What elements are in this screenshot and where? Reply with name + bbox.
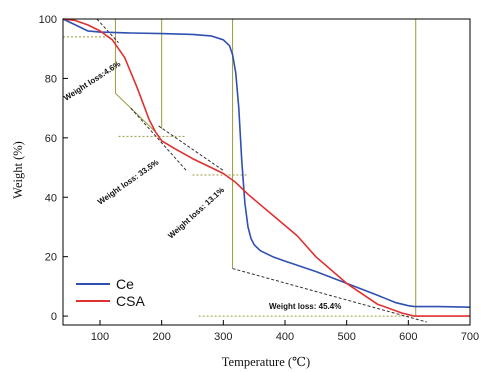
guide-lines: [63, 18, 427, 323]
annotation-13-1: Weight loss: 13.1%: [166, 185, 226, 240]
ticks-layer: 100 200 300 400 500 600 700 0 20 40 60 80 100: [39, 14, 480, 343]
x-axis-title: Temperature (℃): [222, 355, 310, 369]
annotation-4-6: Weight loss:4.6%: [62, 59, 122, 102]
x-tick-label-300: 300: [214, 331, 232, 343]
annotation-33-5: Weight loss: 33.5%: [96, 158, 160, 207]
x-tick-label-200: 200: [152, 331, 170, 343]
series-layer: [62, 18, 471, 317]
legend: Ce CSA: [76, 276, 145, 309]
tangent-third: [158, 125, 224, 171]
y-axis-title: Weight (%): [11, 141, 25, 199]
tangent-fourth: [232, 268, 427, 323]
y-tick-label-40: 40: [45, 192, 57, 204]
plot-frame: [62, 18, 471, 326]
y-tick-label-20: 20: [45, 252, 57, 264]
x-tick-label-700: 700: [461, 331, 479, 343]
legend-label-ce: Ce: [116, 276, 134, 292]
annotation-45-4: Weight loss: 45.4%: [269, 302, 341, 311]
y-tick-label-60: 60: [45, 133, 57, 145]
legend-label-csa: CSA: [116, 293, 145, 309]
tangent-second: [130, 107, 187, 171]
y-tick-label-80: 80: [45, 73, 57, 85]
x-tick-label-600: 600: [399, 331, 417, 343]
x-tick-label-400: 400: [276, 331, 294, 343]
y-tick-label-0: 0: [51, 311, 57, 323]
y-tick-label-100: 100: [39, 14, 57, 26]
x-tick-label-500: 500: [337, 331, 355, 343]
tangent-first: [96, 18, 119, 44]
series-line-ce: [62, 18, 471, 308]
x-tick-label-100: 100: [91, 331, 109, 343]
series-line-csa: [62, 18, 470, 317]
